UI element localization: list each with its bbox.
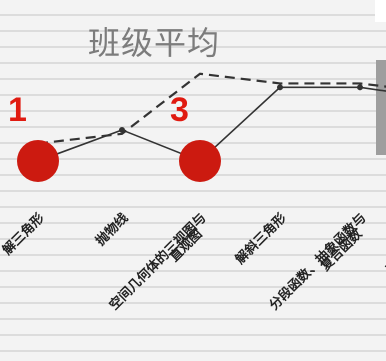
panel-edge	[376, 60, 386, 155]
marker-label: 3	[170, 90, 189, 129]
highlight-marker	[17, 139, 59, 182]
data-point	[277, 84, 283, 91]
series-line-1	[37, 72, 386, 145]
marker-label: 1	[8, 90, 27, 129]
chart-title: 班级平均	[88, 24, 221, 62]
highlight-marker	[179, 139, 221, 182]
panel-edge-top	[375, 0, 386, 22]
data-point	[357, 84, 363, 91]
